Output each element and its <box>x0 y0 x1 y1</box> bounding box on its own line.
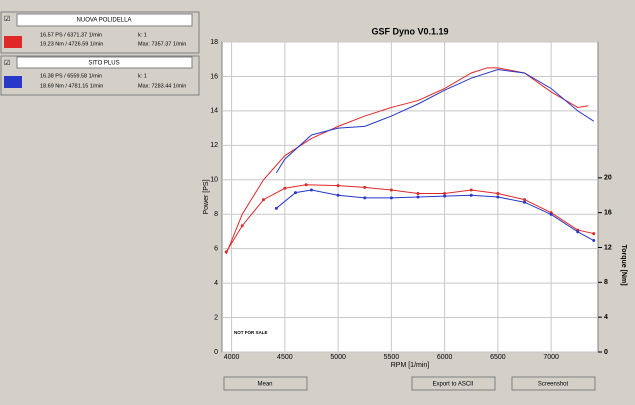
data-point <box>274 206 278 210</box>
y2-tick-label: 4 <box>604 314 608 321</box>
x-tick-label: 7000 <box>543 354 559 361</box>
y2-label: Torque [Nm] <box>620 244 627 285</box>
y-tick-label: 6 <box>214 246 218 253</box>
y-tick-label: 12 <box>210 142 218 149</box>
y-tick-label: 18 <box>210 39 218 46</box>
checkbox[interactable]: ☑ <box>4 59 10 67</box>
series-line <box>276 189 594 241</box>
y-tick-label: 16 <box>210 73 218 80</box>
y-tick-label: 4 <box>214 280 218 287</box>
max-rpm: Max: 7357.37 1/min <box>138 41 186 47</box>
run-name: NUOVA POLIDELLA <box>77 18 132 24</box>
button-label[interactable]: Mean <box>257 382 272 388</box>
y-tick-label: 2 <box>214 314 218 321</box>
data-point <box>283 186 287 190</box>
data-point <box>336 184 340 188</box>
data-point <box>293 191 297 195</box>
data-point <box>389 196 393 200</box>
data-point <box>389 188 393 192</box>
color-swatch[interactable] <box>4 36 22 48</box>
x-tick-label: 4000 <box>224 354 240 361</box>
x-tick-label: 6000 <box>437 354 453 361</box>
button-label[interactable]: Screenshot <box>538 382 569 388</box>
checkbox[interactable]: ☑ <box>4 15 10 23</box>
y2-tick-label: 8 <box>604 279 608 286</box>
button[interactable]: Mean <box>223 376 308 391</box>
data-point <box>592 232 596 236</box>
y2-tick-label: 20 <box>604 175 612 182</box>
run-panel: ☑ SITO PLUS 16.38 PS / 6559.58 1/min 18.… <box>0 55 200 96</box>
button[interactable]: Export to ASCII <box>411 376 496 391</box>
data-point <box>262 198 266 202</box>
k-factor: k: 1 <box>138 73 147 79</box>
data-point <box>523 198 527 202</box>
data-point <box>240 224 244 228</box>
y-label: Power [PS] <box>203 179 210 214</box>
data-point <box>363 185 367 189</box>
data-point <box>496 192 500 196</box>
annotation: NOT FOR SALE <box>234 330 268 335</box>
x-tick-label: 4500 <box>277 354 293 361</box>
color-swatch[interactable] <box>4 76 22 88</box>
data-point <box>336 193 340 197</box>
run-name: SITO PLUS <box>88 61 119 67</box>
y2-tick-label: 16 <box>604 210 612 217</box>
power-max: 16.38 PS / 6559.58 1/min <box>40 73 102 79</box>
data-point <box>416 195 420 199</box>
data-point <box>224 250 228 254</box>
data-point <box>496 195 500 199</box>
series-line <box>275 69 595 174</box>
x-tick-label: 6500 <box>490 354 506 361</box>
data-point <box>469 188 473 192</box>
button-label[interactable]: Export to ASCII <box>432 382 473 388</box>
torque-max: 18.69 Nm / 4781.15 1/min <box>40 83 103 89</box>
data-point <box>592 239 596 243</box>
data-point <box>363 196 367 200</box>
x-label: RPM [1/min] <box>391 362 430 369</box>
name-box <box>16 13 193 27</box>
y-tick-label: 8 <box>214 211 218 218</box>
data-point <box>523 200 527 204</box>
y-tick-label: 0 <box>214 349 218 356</box>
y-tick-label: 14 <box>210 108 218 115</box>
y2-tick-label: 12 <box>604 244 612 251</box>
data-point <box>416 192 420 196</box>
y2-tick-label: 0 <box>604 349 608 356</box>
data-point <box>576 230 580 234</box>
data-point <box>549 212 553 216</box>
x-tick-label: 5500 <box>384 354 400 361</box>
chart-title: GSF Dyno V0.1.19 <box>371 26 448 36</box>
data-point <box>309 188 313 192</box>
series-line <box>225 184 594 253</box>
data-point <box>304 183 308 187</box>
y-tick-label: 10 <box>210 177 218 184</box>
run-panel: ☑ NUOVA POLIDELLA 16.57 PS / 6371.37 1/m… <box>0 11 200 54</box>
k-factor: k: 1 <box>138 32 147 38</box>
data-point <box>443 194 447 198</box>
series-line <box>225 67 589 255</box>
max-rpm: Max: 7283.44 1/min <box>138 83 186 89</box>
torque-max: 19.23 Nm / 4726.59 1/min <box>40 41 103 47</box>
name-box <box>16 56 193 69</box>
data-point <box>469 193 473 197</box>
power-max: 16.57 PS / 6371.37 1/min <box>40 32 102 38</box>
data-point <box>443 192 447 196</box>
x-tick-label: 5000 <box>330 354 346 361</box>
button[interactable]: Screenshot <box>511 376 596 391</box>
